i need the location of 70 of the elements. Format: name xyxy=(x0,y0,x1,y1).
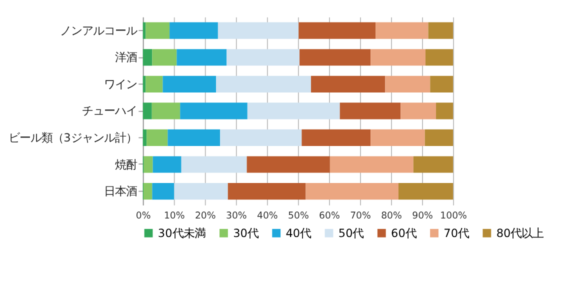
x-tick-label: 80% xyxy=(381,210,402,222)
bar xyxy=(370,49,426,66)
bar xyxy=(152,156,182,173)
bar xyxy=(180,102,248,120)
bar xyxy=(220,129,302,146)
bar xyxy=(376,22,428,39)
bar xyxy=(226,49,300,66)
bar xyxy=(146,76,163,92)
bar xyxy=(430,76,454,92)
bar xyxy=(302,129,371,146)
bar xyxy=(146,22,170,39)
x-tick-label: 30% xyxy=(226,210,247,222)
bar xyxy=(170,22,218,39)
bar xyxy=(168,129,220,146)
bar xyxy=(228,182,306,200)
bar xyxy=(306,182,398,200)
bar xyxy=(425,49,454,66)
x-tick-label: 60% xyxy=(319,210,340,222)
bar xyxy=(400,102,436,120)
y-tick-label: 洋酒 xyxy=(114,51,137,64)
bar xyxy=(246,156,330,173)
bar xyxy=(162,76,216,92)
y-tick-label: ビール類（3ジャンル計） xyxy=(8,131,137,144)
legend-label: 70代 xyxy=(444,226,470,240)
x-tick-label: 20% xyxy=(194,210,216,222)
y-tick-label: 焼酎 xyxy=(114,158,137,172)
bar xyxy=(398,182,454,200)
x-tick-label: 100% xyxy=(440,210,468,222)
bar xyxy=(340,102,401,120)
bar xyxy=(428,22,454,39)
y-tick-label: チューハイ xyxy=(82,104,137,118)
bar xyxy=(142,129,147,146)
bar xyxy=(436,102,454,120)
bar xyxy=(152,49,177,66)
x-tick-label: 40% xyxy=(257,210,278,222)
y-tick-label: ノンアルコール xyxy=(60,24,137,38)
bar xyxy=(218,22,299,39)
bar xyxy=(142,49,152,66)
legend-label: 80代以上 xyxy=(496,226,544,240)
bar xyxy=(424,129,454,146)
legend-label: 40代 xyxy=(286,226,312,240)
x-tick-label: 70% xyxy=(350,210,371,222)
x-tick-label: 10% xyxy=(164,210,185,222)
bar xyxy=(181,156,247,173)
bar xyxy=(152,102,180,120)
x-tick-label: 90% xyxy=(412,210,434,222)
bar xyxy=(144,156,153,173)
legend-label: 50代 xyxy=(338,226,364,240)
bar xyxy=(300,49,371,66)
bar xyxy=(311,76,386,92)
bar xyxy=(144,182,152,200)
bar xyxy=(413,156,454,173)
legend-label: 60代 xyxy=(391,226,416,240)
bar xyxy=(174,182,228,200)
bar xyxy=(216,76,312,92)
bar xyxy=(247,102,340,120)
y-tick-label: ワイン xyxy=(104,78,137,91)
y-tick-label: 日本酒 xyxy=(104,185,137,198)
x-tick-label: 50% xyxy=(288,210,309,222)
x-tick-label: 0% xyxy=(136,210,151,222)
bar xyxy=(330,156,414,173)
bar xyxy=(385,76,430,92)
bar xyxy=(176,49,227,66)
bar xyxy=(152,182,174,200)
bar xyxy=(298,22,376,39)
legend-label: 30代 xyxy=(233,226,258,240)
bar xyxy=(146,129,168,146)
legend-label: 30代未満 xyxy=(158,226,206,240)
bar xyxy=(142,102,152,120)
bar xyxy=(370,129,425,146)
